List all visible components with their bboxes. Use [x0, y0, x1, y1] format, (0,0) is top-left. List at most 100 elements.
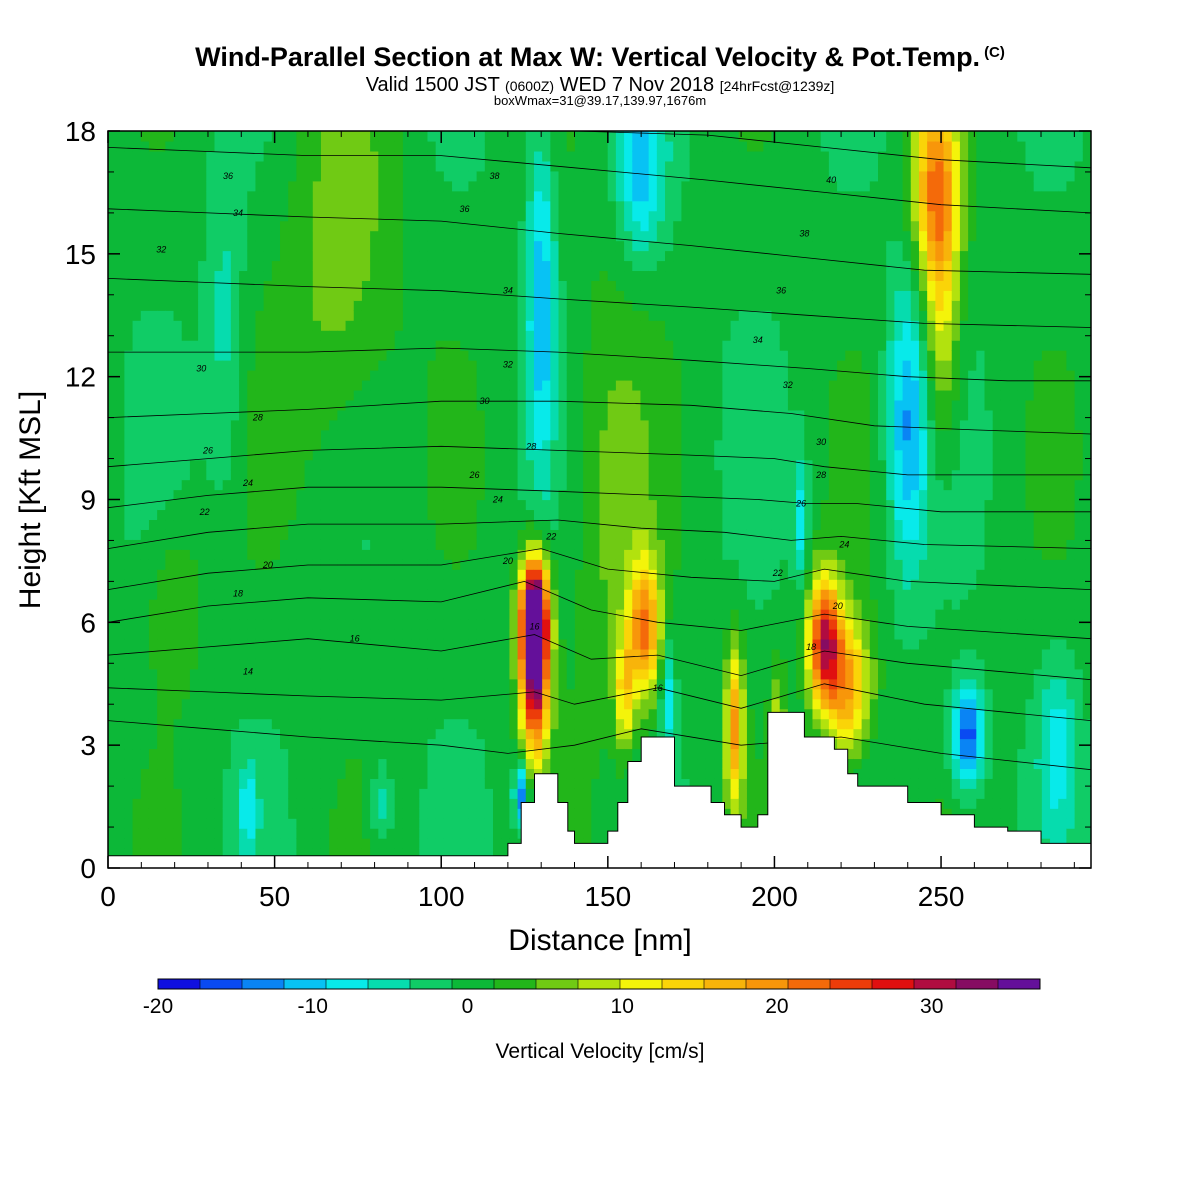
velocity-cell [132, 200, 142, 212]
velocity-cell [599, 489, 609, 501]
velocity-cell [452, 270, 461, 281]
velocity-cell [108, 728, 117, 740]
velocity-cell [452, 220, 461, 232]
velocity-cell [468, 579, 478, 590]
velocity-cell [435, 150, 445, 162]
velocity-cell [566, 808, 576, 819]
velocity-cell [108, 360, 117, 371]
velocity-cell [509, 300, 519, 311]
velocity-cell [108, 599, 117, 610]
velocity-cell [501, 838, 510, 849]
velocity-cell [320, 419, 330, 431]
velocity-cell [206, 728, 216, 740]
velocity-cell [443, 579, 453, 590]
velocity-cell [443, 370, 453, 381]
velocity-cell [443, 250, 453, 262]
velocity-cell [484, 519, 494, 530]
velocity-cell [271, 350, 281, 361]
velocity-cell [533, 190, 543, 202]
velocity-cell [501, 230, 510, 242]
velocity-cell [181, 678, 191, 690]
velocity-cell [624, 250, 633, 262]
velocity-cell [173, 300, 183, 311]
velocity-cell [517, 160, 527, 172]
velocity-cell [189, 519, 199, 530]
velocity-cell [533, 758, 543, 770]
velocity-cell [320, 230, 330, 242]
velocity-cell [583, 519, 592, 530]
velocity-cell [230, 798, 240, 809]
velocity-cell [550, 559, 560, 570]
velocity-cell [525, 170, 535, 182]
velocity-cell [345, 160, 355, 172]
velocity-cell [312, 828, 322, 839]
velocity-cell [296, 389, 306, 401]
velocity-cell [304, 131, 314, 142]
velocity-cell [501, 579, 510, 590]
velocity-cell [140, 170, 150, 182]
velocity-cell [370, 539, 379, 550]
velocity-cell [427, 638, 437, 650]
velocity-cell [329, 668, 338, 680]
velocity-cell [239, 150, 248, 162]
velocity-cell [591, 539, 601, 550]
velocity-cell [550, 569, 560, 580]
velocity-cell [591, 270, 601, 281]
velocity-cell [574, 140, 584, 152]
velocity-cell [189, 370, 199, 381]
velocity-cell [181, 539, 191, 550]
velocity-cell [148, 688, 158, 700]
velocity-cell [165, 718, 175, 730]
velocity-cell [476, 489, 486, 501]
velocity-cell [255, 668, 265, 680]
velocity-cell [263, 310, 273, 321]
velocity-cell [460, 140, 470, 152]
velocity-cell [165, 599, 175, 610]
velocity-cell [419, 718, 429, 730]
velocity-cell [239, 609, 248, 620]
velocity-cell [337, 250, 347, 262]
velocity-cell [124, 688, 134, 700]
velocity-cell [181, 599, 191, 610]
velocity-cell [206, 270, 216, 281]
velocity-cell [337, 240, 347, 252]
velocity-cell [574, 260, 584, 272]
velocity-cell [230, 360, 240, 371]
velocity-cell [443, 828, 453, 839]
velocity-cell [280, 240, 289, 252]
velocity-cell [550, 360, 560, 371]
velocity-cell [165, 628, 175, 640]
velocity-cell [386, 280, 396, 291]
velocity-cell [271, 688, 281, 700]
velocity-cell [566, 619, 576, 630]
velocity-cell [501, 180, 510, 192]
velocity-cell [558, 688, 568, 700]
velocity-cell [533, 728, 543, 740]
velocity-cell [361, 539, 371, 550]
velocity-cell [591, 280, 601, 291]
velocity-cell [517, 280, 527, 291]
velocity-cell [599, 798, 609, 809]
velocity-cell [247, 648, 257, 660]
velocity-cell [370, 509, 379, 521]
velocity-cell [345, 798, 355, 809]
velocity-cell [116, 559, 125, 570]
velocity-cell [157, 320, 166, 331]
velocity-cell [607, 160, 617, 172]
velocity-cell [124, 748, 134, 760]
velocity-cell [550, 310, 560, 321]
velocity-cell [329, 170, 338, 182]
velocity-cell [452, 808, 461, 819]
velocity-cell [542, 569, 551, 580]
velocity-cell [493, 778, 502, 789]
velocity-cell [337, 549, 347, 560]
velocity-cell [263, 360, 273, 371]
velocity-cell [558, 429, 568, 441]
velocity-cell [533, 519, 543, 530]
velocity-cell [288, 758, 298, 770]
velocity-cell [394, 579, 404, 590]
velocity-cell [239, 748, 248, 760]
velocity-cell [173, 848, 183, 859]
velocity-cell [525, 559, 535, 570]
velocity-cell [648, 210, 658, 222]
